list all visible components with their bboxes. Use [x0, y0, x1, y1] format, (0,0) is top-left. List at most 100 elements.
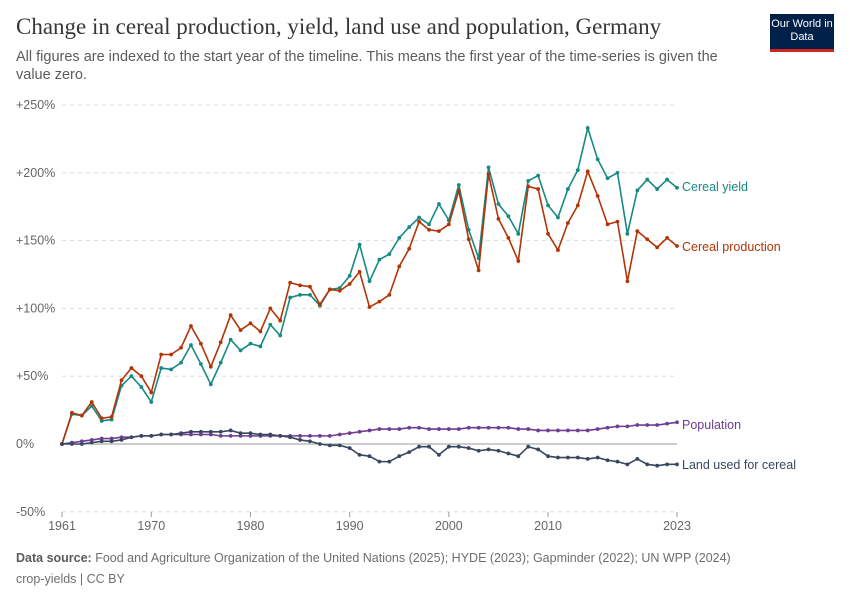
data-point	[268, 432, 273, 437]
data-point	[278, 318, 283, 323]
data-point	[407, 225, 412, 229]
data-point	[625, 279, 630, 284]
data-point	[129, 374, 134, 379]
y-tick-label: +50%	[16, 369, 48, 383]
data-point	[407, 425, 412, 430]
data-point	[258, 344, 263, 349]
data-point	[79, 442, 84, 446]
data-point	[228, 337, 233, 342]
x-tick-label: 1990	[336, 519, 364, 533]
data-point	[635, 229, 640, 234]
data-point	[298, 433, 302, 438]
data-point	[655, 423, 660, 427]
data-point	[238, 431, 243, 436]
data-point	[585, 169, 590, 174]
chart-title: Change in cereal production, yield, land…	[16, 14, 662, 39]
data-point	[546, 454, 550, 459]
y-tick-label: -50%	[16, 505, 45, 519]
data-point	[248, 321, 253, 326]
data-point	[298, 283, 302, 288]
x-tick-label: 2010	[534, 519, 562, 533]
data-point	[615, 424, 620, 429]
data-point	[109, 414, 114, 419]
data-point	[387, 292, 392, 297]
data-point	[248, 341, 253, 346]
data-point	[466, 446, 471, 450]
data-point	[99, 419, 104, 423]
data-point	[585, 126, 590, 130]
data-point	[308, 284, 312, 289]
data-point	[268, 322, 273, 327]
data-point	[327, 433, 332, 438]
data-point	[337, 288, 342, 293]
data-point	[575, 428, 580, 433]
data-point	[565, 455, 570, 460]
data-point	[417, 444, 421, 449]
data-point	[655, 245, 660, 250]
data-point	[595, 193, 600, 198]
data-point	[546, 231, 550, 236]
data-point	[248, 433, 253, 438]
series-line-0	[61, 125, 678, 445]
series-line-2	[61, 421, 678, 445]
data-point	[169, 432, 174, 437]
data-point	[476, 268, 481, 273]
data-point	[129, 366, 134, 370]
data-point	[536, 428, 541, 433]
data-point	[318, 302, 322, 307]
data-point	[228, 313, 233, 318]
data-point	[218, 433, 223, 438]
data-point	[397, 427, 402, 431]
data-point	[308, 433, 312, 438]
data-point	[427, 444, 431, 449]
data-point	[605, 176, 610, 181]
data-point	[417, 215, 421, 220]
data-point	[496, 448, 501, 453]
data-point	[99, 439, 104, 444]
data-point	[367, 279, 372, 284]
data-point	[109, 439, 114, 444]
data-point	[407, 450, 412, 455]
data-point	[169, 367, 174, 372]
data-point	[278, 333, 283, 338]
data-point	[625, 231, 630, 236]
data-point	[397, 235, 402, 240]
data-point	[149, 433, 154, 438]
data-point	[536, 187, 541, 191]
data-point	[506, 451, 511, 456]
data-point	[308, 292, 312, 297]
y-tick-label: +150%	[16, 234, 55, 248]
data-point	[159, 352, 164, 357]
data-point	[258, 329, 263, 334]
slug-license[interactable]: crop-yields | CC BY	[16, 572, 125, 586]
data-point	[605, 458, 610, 463]
data-point	[456, 427, 461, 431]
data-point	[565, 221, 570, 225]
data-point	[417, 425, 421, 430]
data-point	[218, 429, 223, 434]
data-point	[506, 425, 511, 430]
data-point	[476, 448, 481, 453]
data-point	[675, 420, 679, 425]
data-point	[605, 222, 610, 227]
data-point	[119, 435, 124, 440]
data-point	[417, 219, 421, 224]
data-point	[109, 436, 114, 441]
data-point	[218, 360, 223, 365]
data-point	[516, 259, 521, 263]
data-point	[427, 427, 431, 431]
data-point	[565, 428, 570, 433]
source-text[interactable]: Food and Agriculture Organization of the…	[95, 551, 731, 565]
data-point	[357, 242, 362, 247]
line-chart: -50% 0% +50% +100% +150% +200% +250% 1961 1970 19…	[16, 98, 796, 533]
data-point	[546, 203, 550, 208]
data-point	[159, 432, 164, 437]
data-point	[99, 416, 104, 421]
data-point	[585, 457, 590, 461]
data-point	[337, 443, 342, 448]
data-point	[427, 227, 431, 232]
owid-logo[interactable]: Our World in Data	[770, 14, 834, 52]
data-point	[70, 410, 74, 415]
data-point	[347, 446, 352, 450]
data-point	[437, 229, 441, 234]
